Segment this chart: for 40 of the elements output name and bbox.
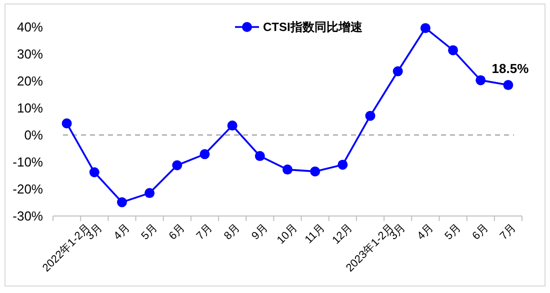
point (420, 23, 430, 34)
point (448, 45, 458, 56)
x-tick-label: 6月 (470, 222, 491, 242)
point (254, 151, 265, 162)
y-tick-label: 30% (16, 46, 44, 62)
point (144, 188, 155, 198)
point (392, 66, 403, 76)
legend-label: CTSI指数同比增速 (263, 20, 364, 34)
x-tick-label: 12月 (330, 222, 356, 247)
point (338, 160, 348, 170)
y-tick-label: 0% (24, 128, 44, 142)
x-tick-label: 11月 (302, 222, 328, 246)
y-tick-label: -30% (12, 208, 44, 224)
x-tick-label: 4月 (415, 222, 436, 242)
point (365, 110, 376, 121)
point (200, 149, 210, 160)
y-tick-label: 40% (16, 20, 44, 34)
x-tick-label: 5月 (442, 222, 464, 242)
point (282, 164, 292, 175)
x-tick-label: 7月 (498, 222, 519, 242)
point (503, 80, 514, 90)
x-tick-label: 7月 (194, 222, 216, 242)
x-tick-label: 4月 (112, 222, 132, 242)
point (116, 197, 127, 208)
point (172, 160, 182, 170)
x-tick-label: 6月 (166, 222, 188, 242)
y-tick-label: -10% (12, 154, 44, 170)
data-label: 18.5% (492, 61, 530, 76)
x-tick-label: 9月 (250, 222, 270, 242)
y-tick-label: 20% (16, 74, 44, 88)
point (62, 118, 72, 128)
point (89, 167, 100, 178)
x-tick-label: 5月 (139, 222, 160, 242)
x-tick-label: 10月 (275, 222, 300, 247)
y-tick-label: -20% (12, 182, 44, 196)
x-tick-label: 8月 (222, 222, 243, 242)
point (227, 120, 238, 131)
y-tick-label: 10% (16, 100, 44, 116)
point (476, 75, 486, 86)
point (310, 166, 320, 176)
